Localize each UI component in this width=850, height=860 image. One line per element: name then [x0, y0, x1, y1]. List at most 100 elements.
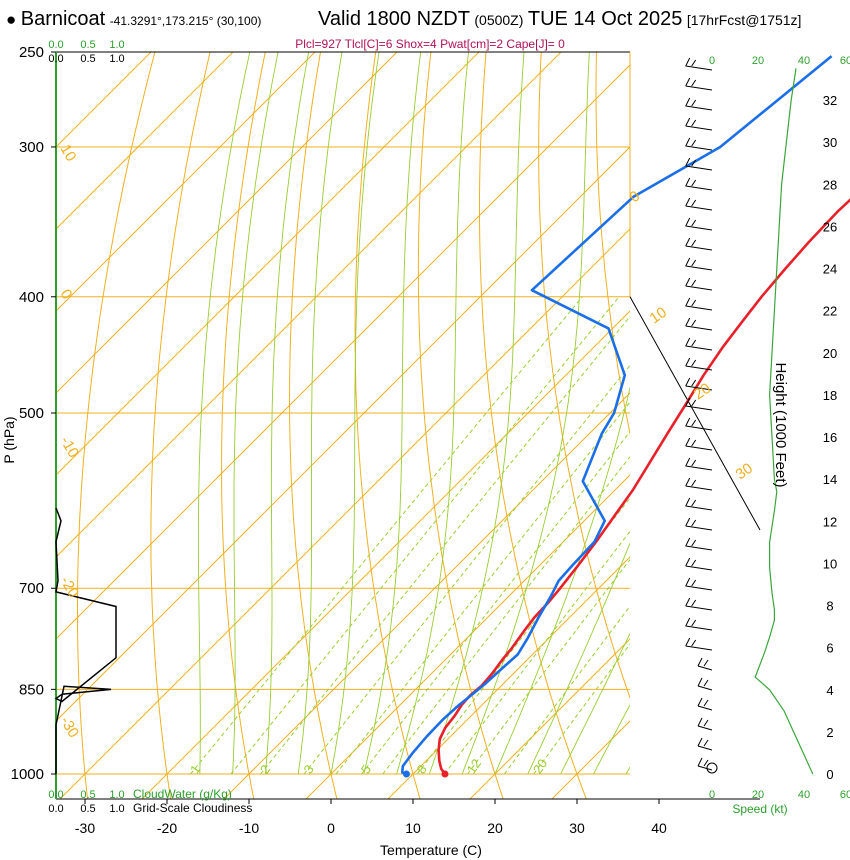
wind-barb-flag: [697, 677, 703, 687]
location-coords: -41.3291°,173.215° (30,100): [109, 14, 262, 28]
wind-barb-flag: [685, 237, 691, 247]
isotherm-label: 30: [733, 460, 756, 483]
wind-barb-flag: [691, 279, 697, 287]
moist-adiabat: [232, 52, 279, 775]
plot-frame: [55, 51, 761, 800]
x-tick-label: 10: [405, 820, 421, 836]
wind-barb-flag: [703, 739, 709, 747]
temperature-line: [437, 198, 850, 775]
cloudwater-tick-label: 1.0: [109, 789, 124, 801]
moist-adiabat: [297, 52, 343, 775]
wind-barb-flag: [691, 539, 697, 547]
cloudiness-label: Grid-Scale Cloudiness: [133, 801, 252, 815]
moist-adiabat: [593, 703, 630, 775]
isotherm-line: [56, 52, 316, 312]
wind-barb: [685, 397, 713, 411]
wind-barb-staff: [685, 505, 713, 511]
location-name: Barnicoat: [20, 8, 106, 30]
wind-barb-flag: [685, 437, 691, 447]
dry-adiabat: [221, 52, 266, 799]
wind-barb: [685, 577, 713, 591]
moist-adiabat: [197, 52, 251, 775]
wind-barb-staff: [685, 125, 713, 131]
height-tick-label: 26: [823, 219, 837, 234]
wind-barb-staff: [685, 605, 713, 611]
dry-adiabat: [288, 52, 338, 799]
isotherm-label: 10: [57, 142, 80, 165]
wind-barb: [697, 717, 713, 731]
moist-adiabat: [330, 52, 380, 775]
cloudiness-tick-label: 0.0: [48, 803, 63, 815]
isotherm-label: 10: [647, 304, 670, 327]
dry-adiabat: [354, 52, 421, 799]
mixing-ratio-line: [230, 296, 620, 775]
wind-barb-staff: [697, 725, 713, 731]
height-tick-label: 22: [823, 304, 837, 319]
height-tick-label: 14: [823, 472, 837, 487]
wind-barb-flag: [685, 117, 691, 127]
dry-adiabat: [479, 52, 587, 799]
wind-barb-flag: [685, 537, 691, 547]
wind-barb: [685, 217, 713, 231]
wind-barb: [685, 57, 713, 71]
wind-barb-flag: [703, 759, 709, 767]
wind-barb: [685, 297, 713, 311]
wind-barb-flag: [703, 679, 709, 687]
wind-barb-staff: [685, 325, 713, 331]
wind-barb: [685, 377, 713, 391]
wind-barb-flag: [691, 199, 697, 207]
dry-adiabat: [417, 52, 504, 799]
header: ● Barnicoat -41.3291°,173.215° (30,100): [6, 8, 261, 31]
wind-barb: [685, 477, 713, 491]
wind-barb-flag: [697, 737, 703, 747]
wind-barb-flag: [685, 597, 691, 607]
wind-barb: [697, 737, 713, 751]
wind-barb-flag: [691, 579, 697, 587]
wind-barb-staff: [697, 745, 713, 751]
wind-barb: [685, 417, 713, 431]
wind-barb-flag: [691, 359, 697, 367]
moist-adiabat: [461, 52, 590, 775]
cloudiness-tick-label: 0.5: [80, 803, 95, 815]
dry-adiabat: [595, 52, 630, 436]
cloudwater-tick-label: 0.5: [80, 39, 95, 51]
wind-barb: [685, 437, 713, 451]
mixing-ratio-line: [190, 296, 583, 775]
wind-barb-staff: [685, 65, 713, 71]
y-tick-label: 500: [19, 405, 44, 422]
wind-barb-flag: [703, 699, 709, 707]
isotherm-label: 20: [691, 380, 714, 403]
speed-tick-label: 60: [840, 55, 850, 67]
y-tick-label: 850: [19, 681, 44, 698]
wind-barb-flag: [703, 719, 709, 727]
height-tick-label: 0: [826, 767, 833, 782]
wind-barb-staff: [685, 305, 713, 311]
wind-barb-flag: [685, 297, 691, 307]
x-tick-label: 20: [487, 820, 503, 836]
mixing-ratio-line: [467, 558, 630, 775]
wind-barb-staff: [685, 465, 713, 471]
wind-barb-flag: [691, 499, 697, 507]
cloudiness-tick-label: 0.0: [48, 53, 63, 65]
params-line: Plcl=927 Tlcl[C]=6 Shox=4 Pwat[cm]=2 Cap…: [295, 37, 565, 51]
profiles: [54, 55, 850, 778]
wind-barb-flag: [691, 599, 697, 607]
wind-barb-flag: [697, 717, 703, 727]
grid-clipped: [56, 31, 850, 800]
height-tick-label: 2: [826, 725, 833, 740]
y-tick-label: 700: [19, 580, 44, 597]
wind-barb-flag: [691, 439, 697, 447]
x-tick-label: 40: [651, 820, 667, 836]
isotherm-line: [223, 392, 630, 799]
calm-wind-circle: [706, 762, 718, 774]
wind-barb: [685, 597, 713, 611]
wind-barb: [685, 317, 713, 331]
isotherm-line: [634, 31, 850, 800]
wind-barb-flag: [685, 397, 691, 407]
x-tick-label: 0: [327, 820, 335, 836]
cloudiness-tick-label: 1.0: [109, 803, 124, 815]
x-tick-label: -10: [239, 820, 259, 836]
cloudwater-tick-label: 0.0: [48, 789, 63, 801]
wind-barb: [685, 137, 713, 151]
wind-barb-staff: [685, 525, 713, 531]
